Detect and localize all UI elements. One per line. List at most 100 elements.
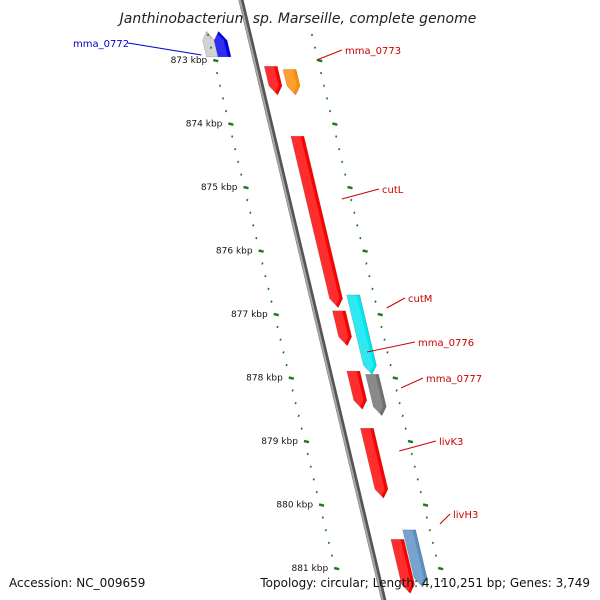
gene-mma-0772[interactable] <box>213 30 232 58</box>
label-leader-line <box>127 42 202 56</box>
left-minor-tick <box>324 528 327 532</box>
right-major-tick <box>437 566 444 571</box>
left-minor-tick <box>234 147 237 151</box>
right-major-tick <box>422 503 429 507</box>
gene-label-mma-0772[interactable]: mma_0772 <box>73 39 129 50</box>
right-minor-tick <box>404 427 407 430</box>
right-minor-tick <box>325 97 329 100</box>
tick-label: 879 kbp <box>261 437 298 447</box>
left-minor-tick <box>312 478 315 481</box>
left-minor-tick <box>327 541 331 545</box>
right-minor-tick <box>319 71 323 75</box>
left-minor-tick <box>264 274 267 278</box>
accession-text: Accession: NC_009659 <box>9 576 145 590</box>
gene-label-mma-0776[interactable]: mma_0776 <box>418 338 474 349</box>
gene-livh3[interactable] <box>402 529 428 588</box>
right-minor-tick <box>335 135 338 138</box>
gene-segment-1[interactable] <box>263 66 283 96</box>
label-leader-line <box>316 49 343 61</box>
left-minor-tick <box>255 236 258 240</box>
gene-cutl[interactable] <box>290 135 343 309</box>
left-minor-tick <box>237 160 240 164</box>
left-major-tick <box>212 58 219 63</box>
right-minor-tick <box>419 490 422 494</box>
right-major-tick <box>347 185 353 190</box>
left-minor-tick <box>285 363 288 367</box>
left-minor-tick <box>306 452 309 456</box>
gene-livk3[interactable] <box>360 427 389 499</box>
backbone-highlight <box>238 0 384 600</box>
left-major-tick <box>273 312 280 317</box>
right-major-tick <box>377 312 384 317</box>
gene-segment-3[interactable] <box>390 539 415 594</box>
gene-mma-0776[interactable] <box>332 310 352 347</box>
right-minor-tick <box>344 173 347 176</box>
label-leader-line <box>341 188 380 200</box>
left-minor-tick <box>321 516 324 519</box>
gene-label-mma-0777[interactable]: mma_0777 <box>426 374 482 385</box>
left-minor-tick <box>294 401 297 405</box>
gene-label-livh3[interactable]: livH3 <box>453 510 478 521</box>
left-minor-tick <box>300 427 303 430</box>
left-minor-tick <box>309 465 312 468</box>
label-leader-line <box>399 440 437 452</box>
right-minor-tick <box>380 325 383 329</box>
right-minor-tick <box>401 414 404 418</box>
right-minor-tick <box>413 465 416 468</box>
right-major-tick <box>332 122 338 126</box>
right-minor-tick <box>310 33 314 37</box>
right-minor-tick <box>368 274 371 278</box>
right-minor-tick <box>341 160 344 164</box>
right-minor-tick <box>328 109 332 113</box>
label-leader-line <box>439 513 451 525</box>
right-major-tick <box>392 376 399 380</box>
right-major-tick <box>362 249 368 253</box>
gene-livh3-sheen <box>399 529 424 588</box>
right-minor-tick <box>395 389 398 392</box>
gene-livk3-sheen <box>357 428 385 499</box>
tick-label: 880 kbp <box>276 501 313 511</box>
left-major-tick <box>258 249 264 253</box>
right-minor-tick <box>350 198 353 202</box>
left-minor-tick <box>252 224 255 227</box>
left-major-tick <box>333 566 340 571</box>
right-minor-tick <box>440 579 444 583</box>
gene-label-mma-0773[interactable]: mma_0773 <box>345 46 401 57</box>
gene-segment-2-sheen <box>343 371 364 410</box>
left-major-tick <box>288 376 295 380</box>
left-major-tick <box>318 503 325 507</box>
right-minor-tick <box>313 46 317 49</box>
gene-label-cutl[interactable]: cutL <box>382 185 404 196</box>
right-minor-tick <box>416 478 419 481</box>
right-minor-tick <box>359 236 362 240</box>
right-minor-tick <box>338 147 341 151</box>
left-minor-tick <box>267 287 270 291</box>
gene-segment-2[interactable] <box>346 370 368 410</box>
gene-label-cutm[interactable]: cutM <box>408 294 432 305</box>
gene-mma-0777[interactable] <box>365 374 387 417</box>
gene-cutm[interactable] <box>346 294 377 375</box>
tick-label: 881 kbp <box>291 564 328 574</box>
left-minor-tick <box>270 300 273 303</box>
gene-cutl-sheen <box>287 136 340 308</box>
topology-text: Topology: circular; Length: 4,110,251 bp… <box>259 576 590 590</box>
gene-mma-0772-companion[interactable] <box>202 30 219 58</box>
left-minor-tick <box>240 173 243 176</box>
gene-label-livk3[interactable]: livK3 <box>439 437 463 448</box>
right-minor-tick <box>365 262 368 265</box>
right-minor-tick <box>356 224 359 227</box>
left-minor-tick <box>330 554 334 557</box>
label-leader-line <box>386 297 406 309</box>
right-minor-tick <box>353 211 356 214</box>
tick-label: 873 kbp <box>171 56 208 66</box>
backbone-line <box>238 0 387 600</box>
left-minor-tick <box>246 198 249 202</box>
gene-mma-0773[interactable] <box>282 69 301 96</box>
tick-label: 876 kbp <box>216 247 253 257</box>
gene-mma-0772-companion-sheen <box>199 31 216 57</box>
left-major-tick <box>303 439 310 444</box>
left-minor-tick <box>276 325 279 329</box>
tick-label: 875 kbp <box>201 183 238 193</box>
gene-segment-3-sheen <box>387 539 412 594</box>
